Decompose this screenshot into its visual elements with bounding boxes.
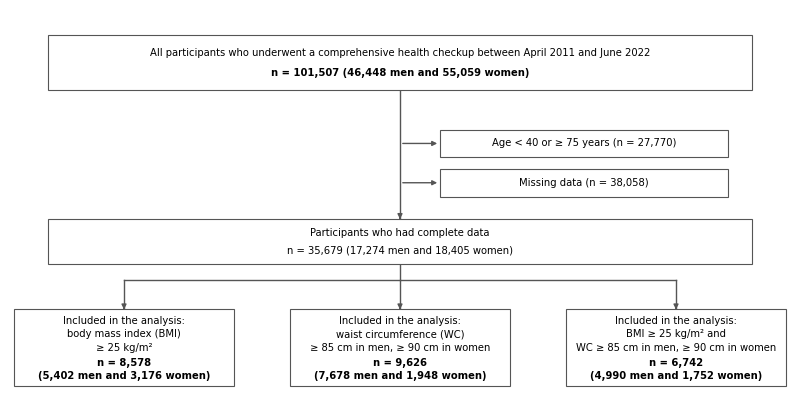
FancyBboxPatch shape bbox=[440, 130, 728, 157]
Text: waist circumference (WC): waist circumference (WC) bbox=[336, 329, 464, 339]
FancyBboxPatch shape bbox=[48, 219, 752, 264]
Text: (7,678 men and 1,948 women): (7,678 men and 1,948 women) bbox=[314, 371, 486, 381]
FancyBboxPatch shape bbox=[566, 310, 786, 386]
Text: BMI ≥ 25 kg/m² and: BMI ≥ 25 kg/m² and bbox=[626, 329, 726, 339]
Text: body mass index (BMI): body mass index (BMI) bbox=[67, 329, 181, 339]
Text: All participants who underwent a comprehensive health checkup between April 2011: All participants who underwent a compreh… bbox=[150, 48, 650, 58]
Text: Included in the analysis:: Included in the analysis: bbox=[339, 316, 461, 325]
FancyBboxPatch shape bbox=[440, 169, 728, 196]
Text: n = 6,742: n = 6,742 bbox=[649, 358, 703, 368]
Text: ≥ 85 cm in men, ≥ 90 cm in women: ≥ 85 cm in men, ≥ 90 cm in women bbox=[310, 343, 490, 353]
Text: WC ≥ 85 cm in men, ≥ 90 cm in women: WC ≥ 85 cm in men, ≥ 90 cm in women bbox=[576, 343, 776, 353]
Text: (5,402 men and 3,176 women): (5,402 men and 3,176 women) bbox=[38, 371, 210, 381]
Text: Included in the analysis:: Included in the analysis: bbox=[63, 316, 185, 325]
Text: (4,990 men and 1,752 women): (4,990 men and 1,752 women) bbox=[590, 371, 762, 381]
Text: Participants who had complete data: Participants who had complete data bbox=[310, 228, 490, 238]
Text: n = 101,507 (46,448 men and 55,059 women): n = 101,507 (46,448 men and 55,059 women… bbox=[271, 68, 529, 78]
FancyBboxPatch shape bbox=[48, 35, 752, 90]
Text: ≥ 25 kg/m²: ≥ 25 kg/m² bbox=[96, 343, 152, 353]
FancyBboxPatch shape bbox=[14, 310, 234, 386]
Text: n = 9,626: n = 9,626 bbox=[373, 358, 427, 368]
Text: n = 8,578: n = 8,578 bbox=[97, 358, 151, 368]
Text: Missing data (n = 38,058): Missing data (n = 38,058) bbox=[519, 178, 649, 188]
Text: Included in the analysis:: Included in the analysis: bbox=[615, 316, 737, 325]
FancyBboxPatch shape bbox=[290, 310, 510, 386]
Text: Age < 40 or ≥ 75 years (n = 27,770): Age < 40 or ≥ 75 years (n = 27,770) bbox=[492, 138, 676, 149]
Text: n = 35,679 (17,274 men and 18,405 women): n = 35,679 (17,274 men and 18,405 women) bbox=[287, 245, 513, 255]
